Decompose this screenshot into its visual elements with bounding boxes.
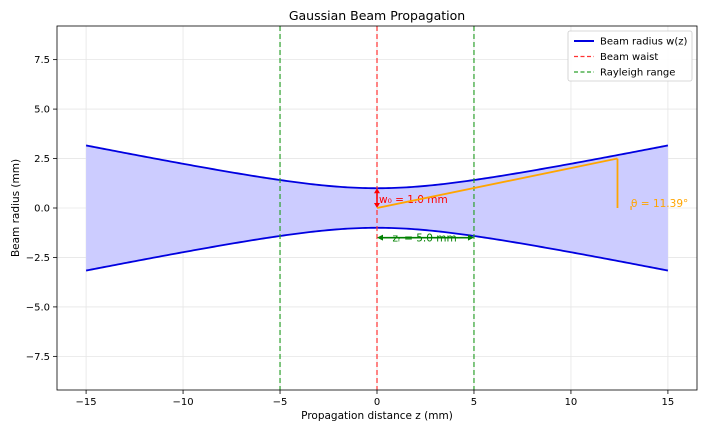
- legend: Beam radius w(z) Beam waist Rayleigh range: [567, 30, 693, 82]
- y-tick-label: 5.0: [34, 105, 50, 116]
- chart-title: Gaussian Beam Propagation: [289, 8, 465, 23]
- legend-label: Rayleigh range: [600, 68, 675, 79]
- x-tick-label: −10: [173, 397, 194, 408]
- y-axis: −7.5 −5.0 −2.5 0.0 2.5 5.0 7.5: [26, 55, 57, 363]
- x-axis-label: Propagation distance z (mm): [301, 410, 453, 422]
- x-tick-label: 0: [374, 397, 380, 408]
- x-axis: −15 −10 −5 0 5 10 15: [76, 390, 675, 408]
- y-tick-label: 7.5: [34, 55, 50, 66]
- legend-label: Beam waist: [600, 52, 658, 63]
- x-tick-label: −15: [76, 397, 97, 408]
- x-tick-label: 15: [662, 397, 675, 408]
- legend-label: Beam radius w(z): [600, 37, 687, 48]
- waist-arrow-head-top: [374, 188, 380, 194]
- annotation-layer: w₀ = 1.0 mmzᵣ = 5.0 mmθ = 11.39°: [374, 157, 688, 245]
- y-tick-label: 0.0: [34, 204, 50, 215]
- rayleigh-arrow-head-left: [377, 234, 383, 241]
- legend-box: [567, 30, 693, 82]
- rayleigh-annotation: zᵣ = 5.0 mm: [393, 233, 457, 245]
- waist-arrow-head-bottom: [374, 203, 380, 208]
- y-axis-label: Beam radius (mm): [10, 159, 22, 257]
- x-tick-label: 5: [471, 397, 477, 408]
- y-tick-label: −7.5: [26, 352, 50, 363]
- x-tick-label: −5: [273, 397, 288, 408]
- angle-annotation: θ = 11.39°: [631, 198, 688, 210]
- x-tick-label: 10: [565, 397, 578, 408]
- divergence-line: [376, 157, 618, 209]
- rayleigh-arrow-head-right: [467, 234, 474, 241]
- y-tick-label: 2.5: [34, 154, 50, 165]
- y-tick-label: −2.5: [26, 253, 50, 264]
- y-tick-label: −5.0: [26, 302, 50, 313]
